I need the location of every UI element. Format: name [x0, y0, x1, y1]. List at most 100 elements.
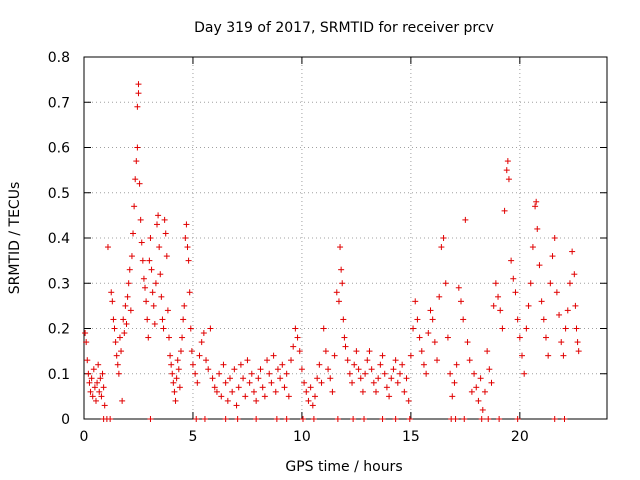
data-point — [573, 325, 580, 332]
data-point — [471, 370, 478, 377]
data-point — [406, 416, 413, 422]
data-point — [111, 325, 118, 332]
data-point — [383, 384, 390, 391]
data-point — [101, 402, 108, 409]
y-tick-label: 0.3 — [48, 276, 70, 292]
data-point — [194, 379, 201, 386]
data-point — [349, 379, 356, 386]
data-point — [98, 393, 105, 400]
data-point — [490, 302, 497, 309]
data-point — [187, 325, 194, 332]
data-point — [172, 397, 179, 404]
data-point — [186, 289, 193, 296]
data-point — [492, 280, 499, 287]
data-point — [329, 388, 336, 395]
data-point — [264, 357, 271, 364]
data-point — [266, 370, 273, 377]
data-point — [311, 393, 318, 400]
data-point — [135, 81, 142, 88]
data-point — [558, 339, 565, 346]
data-point — [396, 370, 403, 377]
data-point — [350, 416, 357, 422]
data-point — [495, 293, 502, 300]
data-point — [110, 316, 117, 323]
data-point — [479, 406, 486, 413]
data-point — [475, 397, 482, 404]
data-point — [246, 379, 253, 386]
data-point — [516, 334, 523, 341]
data-point — [253, 397, 260, 404]
y-tick-label: 0.1 — [48, 367, 70, 383]
data-point — [294, 334, 301, 341]
data-point — [444, 334, 451, 341]
data-point — [182, 235, 189, 241]
data-point — [253, 416, 260, 422]
data-point — [536, 262, 543, 269]
data-point — [346, 370, 353, 377]
data-point — [132, 176, 139, 183]
data-point — [399, 361, 406, 368]
data-point — [268, 379, 275, 386]
data-point — [333, 289, 340, 296]
data-point — [545, 352, 552, 359]
y-tick-label: 0.6 — [48, 141, 70, 157]
data-point — [423, 370, 430, 377]
data-point — [198, 339, 205, 346]
data-point — [529, 244, 536, 251]
data-point — [447, 370, 454, 377]
data-point — [339, 280, 346, 287]
data-point — [388, 375, 395, 382]
data-point — [180, 316, 187, 323]
data-point — [144, 316, 151, 323]
data-point — [184, 244, 191, 251]
data-point — [510, 275, 517, 282]
data-point — [201, 416, 208, 422]
data-point — [466, 357, 473, 364]
data-point — [113, 352, 120, 359]
data-point — [160, 325, 167, 332]
data-point — [431, 339, 438, 346]
data-point — [357, 375, 364, 382]
data-point — [556, 311, 563, 318]
data-point — [401, 388, 408, 395]
data-point — [273, 416, 280, 422]
data-point — [309, 402, 316, 409]
x-tick-label: 5 — [188, 429, 197, 445]
data-point — [85, 370, 92, 377]
x-tick-label: 0 — [80, 429, 89, 445]
data-point — [561, 416, 568, 422]
data-point — [290, 343, 297, 350]
data-point — [281, 384, 288, 391]
data-point — [218, 393, 225, 400]
data-point — [173, 375, 180, 382]
data-point — [477, 375, 484, 382]
data-point — [381, 370, 388, 377]
data-point — [434, 357, 441, 364]
data-point — [496, 416, 503, 422]
data-point — [575, 348, 582, 355]
data-point — [185, 257, 192, 264]
data-point — [90, 366, 97, 373]
data-point — [344, 357, 351, 364]
data-point — [553, 289, 560, 296]
data-point — [405, 397, 412, 404]
data-point — [237, 361, 244, 368]
data-point — [303, 388, 310, 395]
data-point — [296, 348, 303, 355]
data-point — [211, 384, 218, 391]
data-point — [375, 375, 382, 382]
data-point — [460, 316, 467, 323]
x-tick-label: 20 — [511, 429, 529, 445]
data-point — [176, 384, 183, 391]
y-axis-ticks: 0 0.1 0.2 0.3 0.4 0.5 0.6 0.7 0.8 — [48, 50, 607, 428]
data-point — [283, 370, 290, 377]
data-point — [272, 388, 279, 395]
data-point — [307, 384, 314, 391]
data-point — [534, 225, 541, 232]
data-point — [134, 144, 141, 151]
data-point — [192, 370, 199, 377]
x-axis-title: GPS time / hours — [285, 459, 402, 475]
data-point — [83, 339, 90, 346]
data-point — [505, 176, 512, 183]
